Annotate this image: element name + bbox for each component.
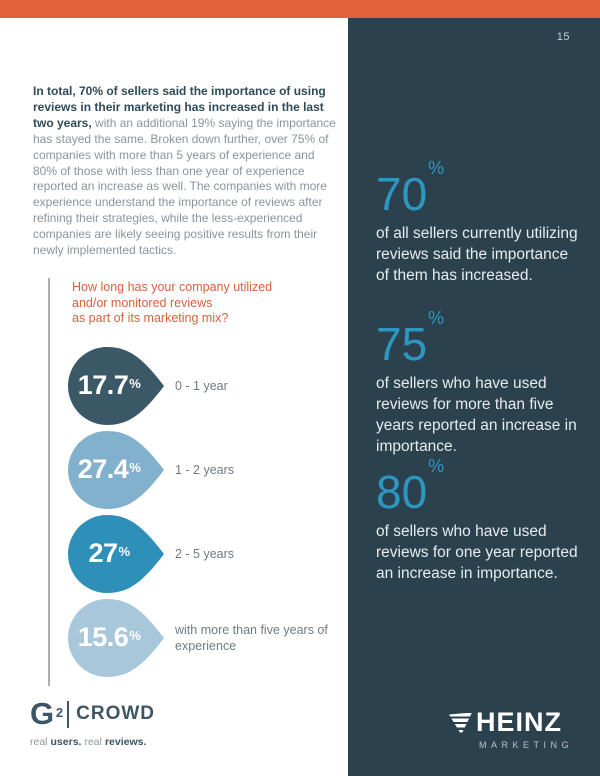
teardrop-label: with more than five years of experience <box>175 622 328 653</box>
page-number: 15 <box>556 31 570 43</box>
question-line: and/or monitored reviews <box>72 295 213 310</box>
teardrop-label: 1 - 2 years <box>175 462 235 477</box>
g2-superscript: 2 <box>55 705 64 720</box>
value-text: 27 <box>88 538 118 568</box>
teardrop-value: 27% <box>68 515 150 593</box>
tagline-word: real <box>84 736 102 748</box>
stat-block-75: 75% of sellers who have used reviews for… <box>376 308 582 457</box>
teardrop-value: 27.4% <box>68 431 150 509</box>
teardrop-value: 17.7% <box>68 347 150 425</box>
intro-paragraph: In total, 70% of sellers said the import… <box>33 84 336 259</box>
heinz-subtitle: MARKETING <box>478 740 573 750</box>
chart-row-1-2-years: 27.4% 1 - 2 years <box>68 430 340 509</box>
g2-letter: G <box>30 696 55 731</box>
teardrop-shape: 27.4% <box>68 430 164 509</box>
crowd-wordmark: CROWD <box>76 703 156 724</box>
teardrop-icon <box>68 346 164 425</box>
stat-block-80: 80% of sellers who have used reviews for… <box>376 456 582 584</box>
teardrop-chart: 17.7% 0 - 1 year 27.4% 1 - 2 years 27% 2… <box>68 346 340 677</box>
chart-row-5-plus-years: 15.6% with more than five years of exper… <box>68 598 340 677</box>
heinz-wordmark: HEINZ <box>475 707 562 737</box>
teardrop-shape: 15.6% <box>68 598 164 677</box>
teardrop-icon <box>68 514 164 593</box>
teardrop-shape: 17.7% <box>68 346 164 425</box>
stat-block-70: 70% of all sellers currently utilizing r… <box>376 158 582 286</box>
logo-divider <box>67 700 70 728</box>
right-stats-panel: 15 70% of all sellers currently utilizin… <box>348 18 600 776</box>
percent-sign: % <box>428 307 445 328</box>
teardrop-shape: 27% <box>68 514 164 593</box>
percent-sign: % <box>129 376 141 391</box>
stat-number-text: 80 <box>376 466 428 518</box>
stat-number-text: 70 <box>376 168 428 220</box>
percent-sign: % <box>428 157 445 178</box>
teardrop-icon <box>68 430 164 509</box>
intro-regular-text: with an additional 19% saying the import… <box>33 115 336 258</box>
funnel-icon <box>448 712 472 733</box>
survey-chart-section: How long has your company utilized and/o… <box>48 278 340 686</box>
stat-value: 80% <box>376 456 582 518</box>
stat-description: of all sellers currently utilizing revie… <box>376 225 578 285</box>
stat-value: 75% <box>376 308 582 370</box>
teardrop-label: 0 - 1 year <box>175 378 228 393</box>
tagline-word: users. <box>50 736 82 748</box>
chart-row-0-1-year: 17.7% 0 - 1 year <box>68 346 340 425</box>
value-text: 15.6 <box>77 622 129 652</box>
chart-row-2-5-years: 27% 2 - 5 years <box>68 514 340 593</box>
intro-bold-text: In total, 70% of sellers said the import… <box>33 84 326 130</box>
value-text: 17.7 <box>77 370 129 400</box>
g2-tagline: real users. real reviews. <box>30 736 155 748</box>
tagline-word: real <box>30 736 48 748</box>
stat-description: of sellers who have used reviews for mor… <box>376 375 577 456</box>
value-text: 27.4 <box>77 454 129 484</box>
percent-sign: % <box>129 460 141 475</box>
stat-value: 70% <box>376 158 582 220</box>
top-accent-bar <box>0 0 600 18</box>
tagline-word: reviews. <box>104 736 147 748</box>
teardrop-value: 15.6% <box>68 599 150 677</box>
teardrop-icon <box>68 598 164 677</box>
percent-sign: % <box>129 628 141 643</box>
question-line: as part of its marketing mix? <box>72 311 229 325</box>
percent-sign: % <box>428 455 445 476</box>
question-line: How long has your company utilized <box>72 280 273 294</box>
heinz-marketing-logo: HEINZ MARKETING <box>448 707 573 750</box>
teardrop-label: 2 - 5 years <box>175 546 235 561</box>
stat-description: of sellers who have used reviews for one… <box>376 523 578 583</box>
percent-sign: % <box>118 544 130 559</box>
survey-question: How long has your company utilized and/o… <box>72 280 340 327</box>
stat-number-text: 75 <box>376 318 428 370</box>
